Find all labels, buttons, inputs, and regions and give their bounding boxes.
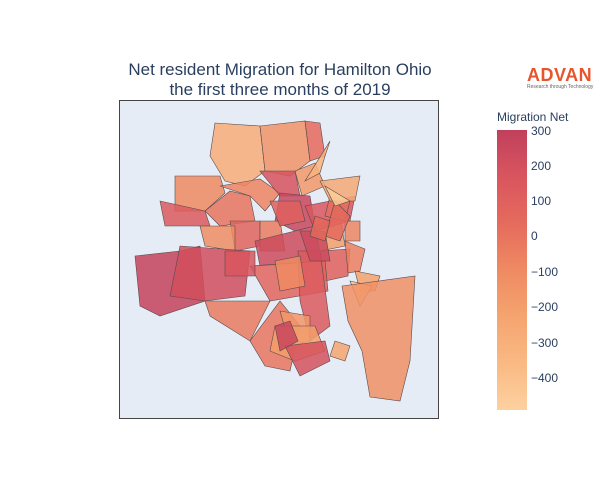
colorbar-tick-label: −300 <box>531 336 559 350</box>
map-region[interactable] <box>284 340 331 377</box>
map-region[interactable] <box>344 220 361 242</box>
map-region[interactable] <box>199 225 236 252</box>
map-region[interactable] <box>324 185 351 207</box>
chart-title-line-1: Net resident Migration for Hamilton Ohio <box>128 60 432 79</box>
colorbar-tick-label: −400 <box>531 371 559 385</box>
colorbar-tick-label: 100 <box>531 194 552 208</box>
colorbar-tick-label: 0 <box>531 229 538 243</box>
map-region[interactable] <box>344 240 366 274</box>
map-region[interactable] <box>259 120 311 177</box>
map-region[interactable] <box>304 140 331 182</box>
chart-title: Net resident Migration for Hamilton Ohio… <box>0 60 560 100</box>
map-region[interactable] <box>224 250 256 277</box>
advan-logo: ADVAN Research through Technology <box>527 66 597 91</box>
colorbar-tick-label: 200 <box>531 159 552 173</box>
map-area[interactable] <box>119 100 439 419</box>
map-region[interactable] <box>309 215 331 242</box>
colorbar-title: Migration Net <box>497 110 569 124</box>
map-region[interactable] <box>269 200 306 227</box>
choropleth-map[interactable] <box>120 101 438 418</box>
logo-wordmark: ADVAN <box>527 65 593 85</box>
map-region[interactable] <box>274 320 299 352</box>
colorbar-tick-label: −100 <box>531 265 559 279</box>
map-region[interactable] <box>341 275 416 402</box>
colorbar-tick-label: −200 <box>531 300 559 314</box>
chart-title-line-2: the first three months of 2019 <box>169 80 391 99</box>
colorbar-gradient <box>497 130 527 410</box>
colorbar-tick-label: 300 <box>531 124 552 138</box>
map-region[interactable] <box>204 190 256 227</box>
map-region[interactable] <box>329 340 351 362</box>
logo-tagline: Research through Technology <box>527 84 594 90</box>
map-region[interactable] <box>274 255 306 292</box>
